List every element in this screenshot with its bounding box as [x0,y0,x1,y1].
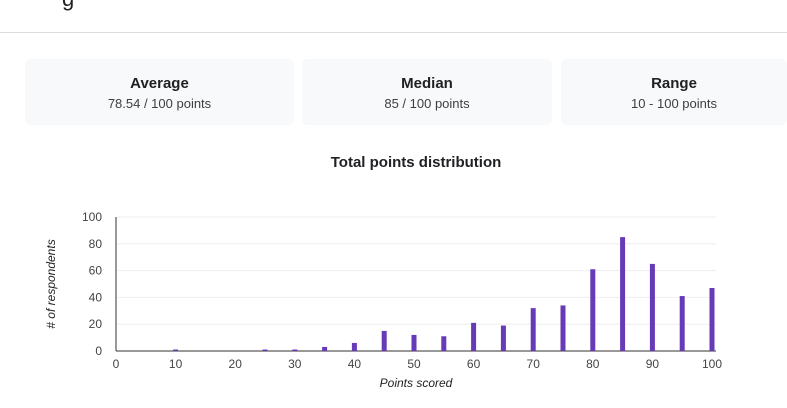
bar [620,237,626,351]
bar [649,263,655,351]
average-label: Average [130,75,189,92]
x-tick-label: 100 [702,357,722,371]
bar [173,349,179,351]
x-tick-label: 60 [467,357,481,371]
bar [530,308,536,351]
y-tick-label: 20 [89,317,103,331]
median-card: Median 85 / 100 points [302,59,552,125]
header-strip: g [0,0,787,33]
page-title: g [62,0,74,12]
median-value: 85 / 100 points [384,96,470,111]
y-tick-label: 100 [82,210,102,224]
y-tick-label: 80 [89,237,103,251]
bar [322,346,328,351]
x-tick-label: 30 [288,357,302,371]
average-card: Average 78.54 / 100 points [25,59,294,125]
x-tick-label: 0 [113,357,120,371]
bar [441,336,447,351]
range-card: Range 10 - 100 points [561,59,787,125]
y-tick-label: 40 [89,290,103,304]
bar [381,330,387,351]
x-tick-label: 80 [586,357,600,371]
bar [292,349,298,351]
x-tick-label: 70 [527,357,541,371]
average-value: 78.54 / 100 points [107,96,212,111]
bar [500,325,506,351]
range-label: Range [651,75,697,92]
y-axis-title: # of respondents [44,239,58,328]
x-tick-label: 40 [348,357,362,371]
bar [679,296,685,351]
x-axis-title: Points scored [380,376,453,390]
x-tick-label: 20 [229,357,243,371]
range-value: 10 - 100 points [630,96,717,111]
bar [709,288,715,351]
y-tick-label: 0 [95,344,102,358]
x-tick-label: 50 [407,357,421,371]
median-label: Median [401,75,453,92]
bar [262,349,268,351]
chart-title: Total points distribution [330,154,502,171]
bar [411,334,417,351]
y-tick-label: 60 [89,264,103,278]
x-tick-label: 90 [646,357,660,371]
bar [351,342,357,351]
bar [471,322,477,351]
bar [590,269,596,351]
x-tick-label: 10 [169,357,183,371]
bar [560,305,566,351]
